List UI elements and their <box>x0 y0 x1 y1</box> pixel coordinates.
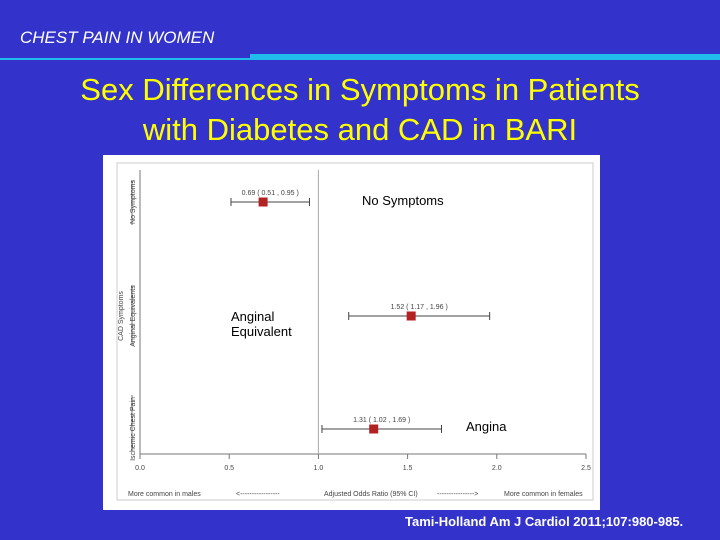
or-value-label: 0.69 ( 0.51 , 0.95 ) <box>242 190 299 197</box>
x-tick-label: 0.0 <box>135 465 145 472</box>
slide-title: Sex Differences in Symptoms in Patients … <box>0 70 720 150</box>
header-bar <box>0 0 720 56</box>
x-tick-label: 1.5 <box>403 465 413 472</box>
annotation-anginal-equivalent: Anginal Equivalent <box>231 309 292 339</box>
forest-plot-panel: 0.0 0.5 1.0 1.5 2.0 2.5 No Symptoms Anginal Equ… <box>103 155 600 510</box>
or-marker <box>369 424 379 434</box>
or-value-label: 1.52 ( 1.17 , 1.96 ) <box>391 304 448 311</box>
bottom-label-left: More common in males <box>128 491 201 498</box>
x-tick-label: 0.5 <box>224 465 234 472</box>
row-label: No Symptoms <box>130 180 137 224</box>
bottom-label-center: Adjusted Odds Ratio (95% CI) <box>324 491 418 498</box>
citation: Tami-Holland Am J Cardiol 2011;107:980-9… <box>405 514 684 529</box>
plot-frame <box>116 162 594 501</box>
slide-title-line2: with Diabetes and CAD in BARI <box>142 112 578 147</box>
or-marker <box>258 197 268 207</box>
bottom-arrow-left: <----------------- <box>236 491 280 498</box>
x-tick-label: 2.5 <box>581 465 591 472</box>
x-tick-label: 1.0 <box>314 465 324 472</box>
annotation-anginal-equivalent-line1: Anginal <box>231 309 275 324</box>
bottom-arrow-right: ----------------> <box>437 491 478 498</box>
slide-title-line1: Sex Differences in Symptoms in Patients <box>80 72 640 107</box>
annotation-angina: Angina <box>466 419 507 434</box>
header-accent-rule <box>250 54 720 59</box>
bottom-label-right: More common in females <box>504 491 583 498</box>
row-label: Anginal Equivalents <box>130 285 137 347</box>
or-marker <box>406 311 416 321</box>
header-label: CHEST PAIN IN WOMEN <box>20 28 215 47</box>
x-tick-label: 2.0 <box>492 465 502 472</box>
annotation-no-symptoms: No Symptoms <box>362 193 444 208</box>
forest-plot: 0.0 0.5 1.0 1.5 2.0 2.5 No Symptoms Anginal Equ… <box>116 162 594 501</box>
annotation-anginal-equivalent-line2: Equivalent <box>231 324 292 339</box>
row-label: Ischemic Chest Pain <box>130 397 137 461</box>
header-divider <box>0 58 720 60</box>
or-value-label: 1.31 ( 1.02 , 1.69 ) <box>353 417 410 424</box>
group-label: CAD Symptoms <box>118 291 125 341</box>
